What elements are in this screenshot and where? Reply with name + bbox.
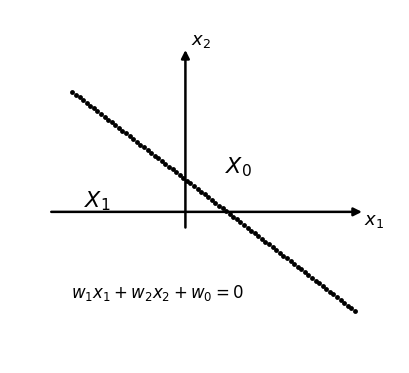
Text: $X_1$: $X_1$: [84, 189, 110, 213]
Text: $x_1$: $x_1$: [363, 212, 383, 230]
Text: $w_1x_1 + w_2x_2 + w_0 = 0$: $w_1x_1 + w_2x_2 + w_0 = 0$: [71, 283, 243, 303]
Text: $x_2$: $x_2$: [190, 32, 210, 50]
Text: $X_0$: $X_0$: [225, 156, 251, 179]
